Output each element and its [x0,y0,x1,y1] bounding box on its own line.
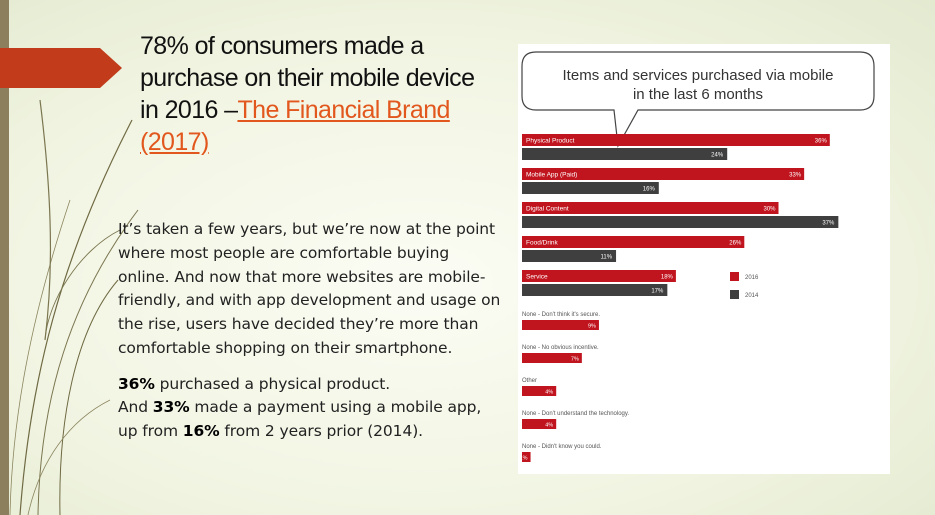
bar-2016-8 [522,419,557,429]
chart-panel: Items and services purchased via mobile … [518,44,890,474]
chart-title: Items and services purchased via mobile … [562,67,834,103]
value-label-2016-0: 36% [815,139,828,145]
category-label-1: Mobile App (Paid) [526,172,577,179]
chart-title-callout [521,51,875,148]
legend-label-2016: 2016 [745,275,759,281]
stats-paragraph: 36% purchased a physical product. And 33… [118,373,503,444]
bar-2016-5 [522,320,599,330]
body-text: It’s taken a few years, but we’re now at… [118,218,503,443]
bar-2016-0 [522,134,830,146]
stat-physical-text: purchased a physical product. [154,374,391,393]
bar-2016-7 [522,386,557,396]
title-text: 78% of consumers made a purchase on thei… [140,32,475,124]
category-label-9: None - Didn't know you could. [522,444,602,450]
title-arrow [0,48,122,88]
value-label-2014-3: 11% [600,255,612,261]
bar-2014-3 [522,250,617,262]
value-label-2014-2: 37% [822,221,835,227]
value-label-2016-2: 30% [763,207,776,213]
legend-label-2014: 2014 [745,293,759,299]
legend-swatch-2016 [730,272,739,281]
bar-2016-2 [522,202,779,214]
bar-2016-3 [522,236,745,248]
category-label-7: Other [522,378,537,384]
value-label-2014-0: 24% [711,153,724,159]
value-label-2014-4: 17% [651,289,664,295]
chart-side-watermark [886,184,898,474]
bar-2014-2 [522,216,839,228]
category-label-4: Service [526,274,548,281]
category-label-2: Digital Content [526,206,569,213]
value-label-2016-8: 4% [545,423,553,429]
value-label-2016-6: 7% [571,357,579,363]
stat-app-pre: And [118,398,153,417]
bar-2016-1 [522,168,805,180]
grass-decoration [9,99,139,515]
bar-2014-1 [522,182,659,194]
left-decor-band [0,0,9,515]
bar-2016-6 [522,353,582,363]
stat-physical-percent: 36% [118,374,155,393]
category-label-0: Physical Product [526,138,575,145]
value-label-2016-4: 18% [661,275,674,281]
bar-2016-4 [522,270,676,282]
category-label-5: None - Don't think it's secure. [522,312,600,318]
value-label-2014-1: 16% [643,187,656,193]
intro-paragraph: It’s taken a few years, but we’re now at… [118,220,501,357]
value-label-2016-1: 33% [789,173,802,179]
bar-chart: Physical Product 36% 24% Mobile App (Paid) 3… [520,134,839,462]
source-link[interactable]: The Financial Brand (2017) [140,96,450,156]
value-label-2016-7: 4% [545,390,553,396]
stat-app-percent: 33% [152,398,190,417]
bar-2016-9 [522,452,531,462]
bar-2014-4 [522,284,668,296]
stat-app-text: made a payment using a mobile app, up fr… [118,398,482,440]
slide-title: 78% of consumers made a purchase on thei… [140,30,485,158]
value-label-2016-5: 9% [588,324,596,330]
category-label-6: None - No obvious incentive. [522,345,599,351]
value-label-2016-3: 26% [729,241,742,247]
legend-swatch-2014 [730,290,739,299]
stat-app-post: from 2 years prior (2014). [219,421,423,440]
category-label-8: None - Don't understand the technology. [522,411,629,417]
category-label-3: Food/Drink [526,240,559,247]
stat-app-2014-percent: 16% [182,421,220,440]
bar-2014-0 [522,148,728,160]
value-label-2016-9: 1% [520,456,528,462]
